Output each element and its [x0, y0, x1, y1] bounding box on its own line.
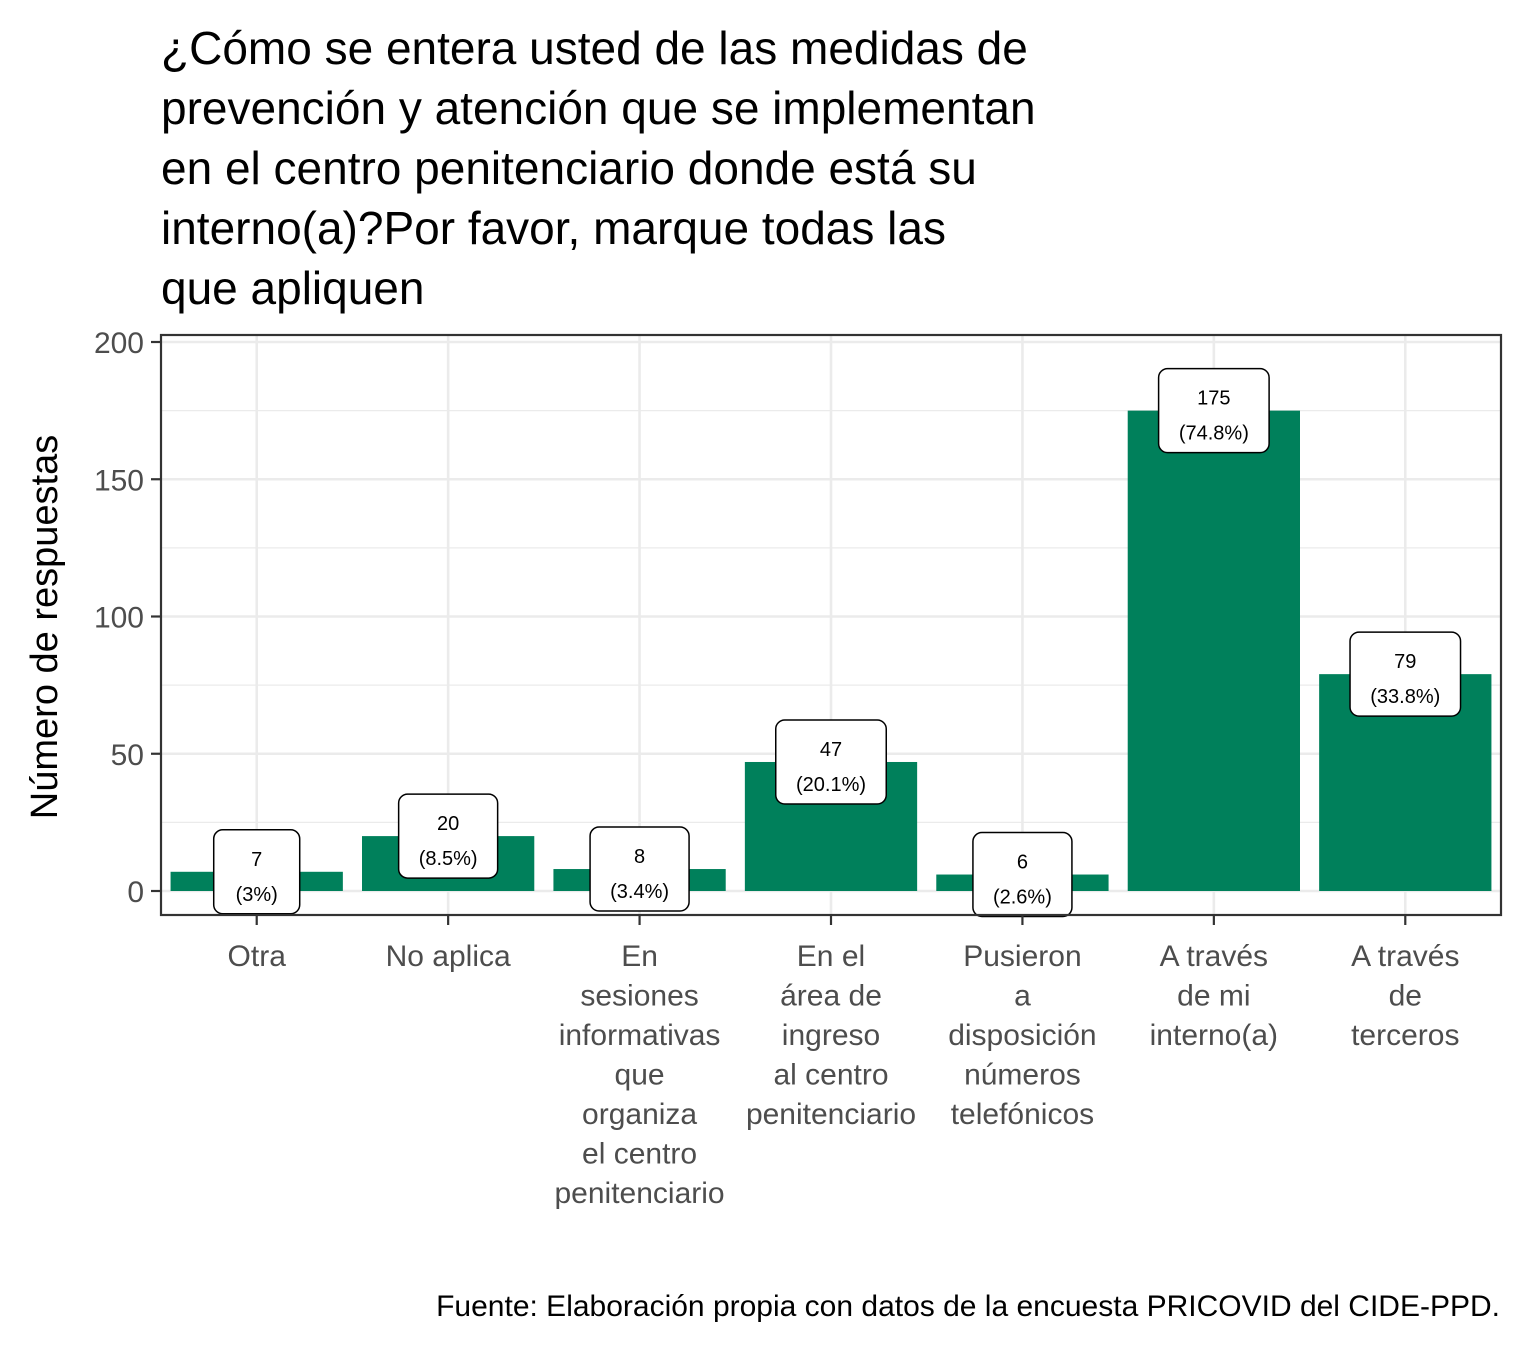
x-tick-label: No aplica: [386, 940, 511, 973]
chart-title: ¿Cómo se entera usted de las medidas de p…: [161, 22, 1036, 314]
bar-label-box: [212, 829, 301, 915]
bar-label-percent: (8.5%): [419, 848, 478, 870]
y-tick-label: 0: [127, 876, 144, 909]
bar-label-box: [397, 793, 499, 879]
x-tick-label: Otra: [228, 940, 287, 973]
bar-label: 7 (3%): [212, 829, 301, 915]
bar-label: 79 (33.8%): [1349, 631, 1462, 717]
chart-title-line: ¿Cómo se entera usted de las medidas de: [161, 22, 1028, 74]
bar-label-box: [1157, 367, 1270, 454]
bar-label: 20 (8.5%): [397, 793, 499, 879]
bar-label-count: 8: [634, 846, 645, 868]
x-tick-label: A través de terceros: [1351, 940, 1459, 1052]
bar-label-count: 6: [1017, 852, 1028, 874]
bar-label: 175 (74.8%): [1157, 367, 1270, 454]
bar-label-box: [1349, 631, 1462, 717]
x-tick-label: A través de mi interno(a): [1150, 940, 1278, 1052]
chart-title-line: interno(a)?Por favor, marque todas las: [161, 202, 946, 254]
bar-value-labels: 7 (3%) 20 (8.5%) 8 (3.4%) 47 (20.1%) 6 (2.6%) 175 (…: [212, 367, 1462, 918]
chart-title-line: en el centro penitenciario donde está su: [161, 142, 977, 194]
bar: [1127, 410, 1300, 891]
bar-label: 6 (2.6%): [972, 831, 1073, 918]
bar-label-percent: (33.8%): [1370, 686, 1440, 708]
chart-title-line: que apliquen: [161, 262, 424, 314]
bar-label-percent: (3.4%): [610, 881, 669, 903]
bar-label-percent: (20.1%): [796, 774, 866, 796]
bar-label-count: 7: [251, 849, 262, 871]
bar-label-count: 47: [820, 739, 842, 761]
x-tick-label: En sesiones informativas que organiza el cent…: [555, 940, 725, 1210]
axes: 0 50 100 150 200 Otra No aplica En sesiones infor…: [94, 327, 1503, 1210]
bar-label-box: [775, 719, 887, 805]
y-tick-label: 150: [94, 464, 144, 497]
bar-label-count: 79: [1394, 651, 1416, 673]
bar-label-percent: (74.8%): [1179, 423, 1249, 445]
x-tick-label: En el área de ingreso al centro penitenciari…: [746, 940, 916, 1131]
bar-label-count: 175: [1197, 388, 1230, 410]
bar-label-count: 20: [437, 813, 459, 835]
source-caption: Fuente: Elaboración propia con datos de …: [436, 1290, 1500, 1323]
chart-title-line: prevención y atención que se implementan: [161, 82, 1036, 134]
y-axis-title: Número de respuestas: [24, 435, 66, 819]
bar-label: 47 (20.1%): [775, 719, 887, 805]
y-tick-label: 100: [94, 602, 144, 635]
y-tick-label: 200: [94, 327, 144, 360]
bar-label-box: [589, 826, 690, 912]
bar-label-percent: (3%): [236, 884, 278, 906]
x-tick-label: Pusieron a disposición números telefónicos: [948, 940, 1096, 1131]
y-tick-label: 50: [111, 739, 144, 772]
bar-label-percent: (2.6%): [993, 887, 1052, 909]
bar-label: 8 (3.4%): [589, 826, 690, 912]
